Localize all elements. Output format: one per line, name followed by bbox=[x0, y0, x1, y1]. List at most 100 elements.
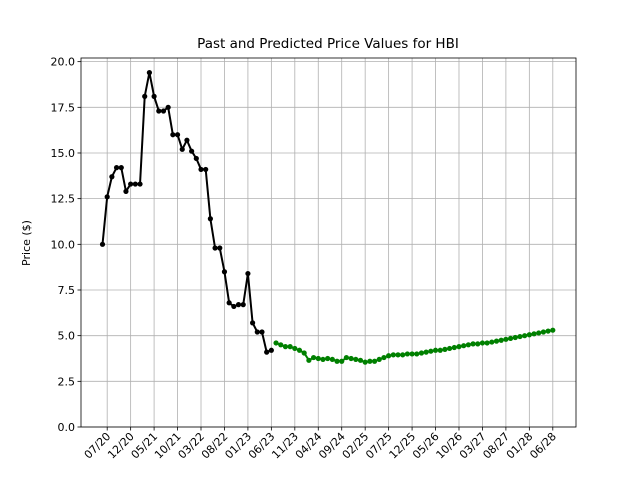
data-point bbox=[189, 148, 195, 154]
data-point bbox=[198, 166, 204, 173]
data-point bbox=[362, 359, 368, 365]
data-point bbox=[423, 349, 429, 355]
data-point bbox=[409, 351, 415, 357]
data-point bbox=[240, 302, 246, 308]
data-point bbox=[184, 137, 190, 143]
data-point bbox=[371, 358, 378, 364]
data-point bbox=[142, 93, 148, 99]
data-point bbox=[479, 340, 486, 346]
data-point bbox=[292, 345, 298, 352]
data-point bbox=[522, 333, 528, 339]
data-point bbox=[400, 352, 406, 358]
data-point bbox=[493, 338, 500, 344]
data-point bbox=[123, 188, 129, 194]
data-point bbox=[264, 349, 270, 355]
data-point bbox=[357, 357, 364, 363]
data-point bbox=[165, 104, 171, 110]
data-point bbox=[99, 241, 106, 247]
data-point bbox=[296, 347, 303, 353]
data-point bbox=[268, 347, 274, 353]
data-point bbox=[470, 341, 476, 347]
y-tick-label: 2.5 bbox=[58, 375, 76, 388]
data-point bbox=[531, 331, 537, 337]
data-point bbox=[310, 354, 317, 361]
data-point bbox=[221, 269, 228, 275]
data-point bbox=[428, 348, 434, 354]
data-point bbox=[231, 303, 237, 310]
data-point bbox=[146, 70, 153, 76]
data-point bbox=[306, 357, 312, 363]
data-point bbox=[282, 344, 289, 350]
data-point bbox=[273, 340, 279, 346]
data-point bbox=[343, 354, 350, 361]
data-point bbox=[390, 352, 396, 358]
data-point bbox=[456, 344, 462, 350]
data-point bbox=[339, 358, 345, 364]
data-point bbox=[128, 181, 134, 187]
data-point bbox=[404, 351, 410, 357]
data-point bbox=[432, 347, 439, 353]
data-point bbox=[381, 354, 387, 361]
data-point bbox=[235, 302, 242, 308]
data-point bbox=[104, 194, 110, 200]
data-point bbox=[207, 216, 213, 222]
data-point bbox=[447, 345, 453, 352]
data-point bbox=[517, 333, 523, 340]
data-point bbox=[442, 346, 448, 352]
data-point bbox=[174, 132, 181, 138]
data-point bbox=[137, 181, 143, 187]
data-point bbox=[512, 334, 518, 341]
chart-title: Past and Predicted Price Values for HBI bbox=[197, 36, 459, 52]
data-point bbox=[301, 350, 307, 356]
y-tick-label: 20.0 bbox=[51, 56, 76, 69]
data-point bbox=[151, 93, 157, 99]
data-point bbox=[540, 329, 547, 335]
data-point bbox=[193, 155, 199, 162]
data-point bbox=[414, 351, 420, 357]
data-point bbox=[170, 132, 176, 138]
data-point bbox=[484, 340, 490, 346]
data-point bbox=[334, 358, 340, 364]
data-point bbox=[550, 327, 556, 333]
data-point bbox=[376, 356, 382, 363]
data-point bbox=[489, 339, 495, 345]
data-point bbox=[287, 344, 293, 350]
data-point bbox=[156, 108, 162, 114]
data-point bbox=[395, 352, 401, 358]
data-point bbox=[386, 353, 392, 359]
y-tick-label: 15.0 bbox=[51, 147, 76, 160]
y-tick-label: 7.5 bbox=[58, 284, 76, 297]
data-point bbox=[226, 300, 232, 306]
data-point bbox=[367, 358, 373, 364]
data-point bbox=[325, 355, 331, 362]
data-point bbox=[203, 166, 209, 173]
data-point bbox=[132, 181, 138, 187]
data-point bbox=[465, 342, 471, 348]
y-tick-label: 12.5 bbox=[51, 193, 76, 206]
data-point bbox=[418, 350, 425, 356]
data-point bbox=[353, 356, 359, 363]
y-tick-label: 10.0 bbox=[51, 238, 76, 251]
data-point bbox=[254, 329, 260, 335]
data-point bbox=[526, 332, 532, 338]
data-point bbox=[113, 165, 120, 171]
data-point bbox=[118, 165, 124, 171]
plot-frame bbox=[80, 57, 577, 428]
y-tick-label: 0.0 bbox=[58, 421, 76, 434]
data-point bbox=[329, 356, 335, 363]
data-point bbox=[545, 328, 551, 334]
data-point bbox=[212, 245, 218, 251]
data-point bbox=[503, 336, 509, 342]
data-point bbox=[250, 320, 256, 326]
y-axis-label: Price ($) bbox=[20, 220, 33, 266]
data-point bbox=[348, 355, 354, 362]
data-point bbox=[498, 337, 504, 343]
data-point bbox=[160, 108, 167, 114]
data-point bbox=[179, 146, 185, 152]
data-point bbox=[437, 347, 443, 353]
data-point bbox=[320, 356, 326, 363]
data-point bbox=[109, 174, 115, 180]
